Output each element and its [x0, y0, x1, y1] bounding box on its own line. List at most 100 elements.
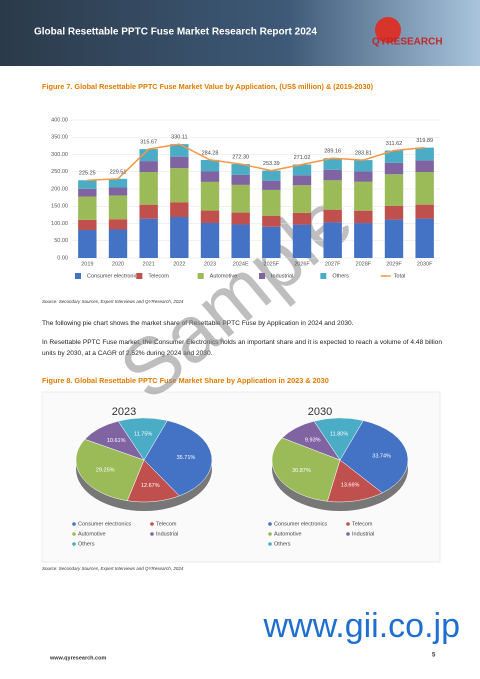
total-line [87, 143, 425, 182]
data-label: 29.25% [96, 468, 115, 474]
x-tick-label: 2026F [294, 261, 310, 267]
bar-segment [415, 147, 434, 161]
bar-segment [139, 218, 158, 258]
bar-segment [231, 224, 250, 258]
data-label: 225.25 [79, 171, 96, 177]
data-label: 13.66% [341, 483, 360, 489]
bar-segment [262, 226, 281, 258]
data-label: 272.30 [232, 155, 249, 161]
data-label: 10.61% [107, 438, 126, 444]
pie-slice [117, 417, 168, 461]
legend-label: Automotive [274, 531, 302, 537]
bar-segment [354, 210, 373, 224]
bar-segment [354, 223, 373, 258]
watermark-url: www.gii.co.jp [262, 607, 460, 645]
x-tick-label: 2022 [173, 261, 185, 267]
figure-title: Figure 8. Global Resettable PPTC Fuse Ma… [42, 376, 329, 385]
bar-segment [170, 202, 189, 218]
bar-segment [170, 144, 189, 157]
legend-label: Telecom [352, 521, 373, 527]
y-tick-label: 300.00 [51, 152, 68, 158]
source: Source: Secondary Sources, Expert Interv… [42, 566, 184, 571]
legend-swatch [75, 273, 81, 279]
legend-swatch [150, 532, 154, 536]
bar-segment [139, 204, 158, 219]
bar-segment [78, 196, 97, 220]
bar-segment [323, 209, 342, 223]
y-tick-label: 350.00 [51, 135, 68, 141]
logo: QYRESEARCH [372, 37, 443, 48]
y-tick-label: 0.00 [57, 255, 68, 261]
legend-label: Telecom [156, 521, 177, 527]
bar-segment [108, 195, 128, 220]
bar-segment [323, 169, 342, 181]
legend-label: Automotive [78, 531, 106, 537]
bar-segment [292, 212, 312, 225]
bar-segment [384, 174, 404, 206]
data-label: 33.74% [372, 453, 391, 459]
bar-segment [262, 215, 281, 227]
bar-segment [139, 149, 158, 162]
y-tick-label: 100.00 [51, 221, 68, 227]
pie-slice [339, 420, 409, 494]
legend-swatch [72, 522, 76, 526]
legend-swatch [150, 522, 154, 526]
legend-label: Consumer electronics [87, 273, 140, 279]
header-title: Global Resettable PPTC Fuse Market Resea… [34, 27, 317, 38]
legend-swatch [136, 273, 143, 279]
pie-slice [327, 459, 383, 503]
bar-segment [139, 171, 158, 205]
bar-segment [292, 224, 312, 258]
y-tick-label: 150.00 [51, 204, 68, 210]
bar-segment [323, 180, 342, 210]
x-tick-label: 2025F [264, 261, 280, 267]
legend-swatch [346, 522, 350, 526]
legend-label: Others [78, 541, 95, 547]
x-tick-label: 2028F [356, 261, 372, 267]
bar-segment [78, 219, 97, 231]
bar-segment [384, 162, 404, 175]
source: Source: Secondary Sources, Expert Interv… [42, 299, 184, 304]
legend-label: Others [274, 541, 291, 547]
legend-swatch [320, 273, 327, 279]
pie-slice [313, 417, 364, 461]
pie-slice [75, 438, 145, 501]
bar-segment [78, 230, 97, 258]
bar-segment [292, 185, 312, 213]
data-label: 283.81 [355, 151, 372, 157]
legend-swatch [268, 542, 272, 546]
y-tick-label: 400.00 [51, 117, 68, 123]
bar-segment [170, 217, 189, 258]
bar-segment [354, 181, 373, 211]
x-tick-label: 2023 [204, 261, 216, 267]
x-tick-label: 2020 [112, 261, 124, 267]
data-label: 315.67 [140, 140, 157, 146]
x-tick-label: 2024E [233, 261, 249, 267]
bar-segment [231, 184, 250, 213]
legend-label: Industrial [156, 531, 178, 537]
x-tick-label: 2030F [417, 261, 433, 267]
bar-segment [292, 164, 312, 176]
logo-icon [375, 17, 401, 43]
bar-segment [139, 161, 158, 172]
footer-url: www.qyresearch.com [49, 655, 106, 661]
bar-segment [354, 171, 373, 182]
bar-segment [108, 187, 128, 196]
page-number: 5 [432, 653, 436, 659]
data-label: 11.80% [330, 431, 348, 437]
data-label: 311.62 [386, 141, 402, 147]
bar-segment [323, 222, 342, 258]
bar-segment [200, 210, 220, 223]
bar-segment [78, 188, 97, 197]
data-label: 271.02 [294, 155, 311, 161]
bar-segment [231, 164, 250, 175]
x-tick-label: 2021 [143, 261, 155, 267]
data-label: 229.51 [110, 169, 127, 175]
data-label: 284.28 [202, 150, 219, 156]
data-label: 30.87% [292, 468, 311, 474]
bar-segment [108, 229, 128, 258]
bar-segment [415, 172, 434, 205]
bar-segment [200, 171, 220, 182]
